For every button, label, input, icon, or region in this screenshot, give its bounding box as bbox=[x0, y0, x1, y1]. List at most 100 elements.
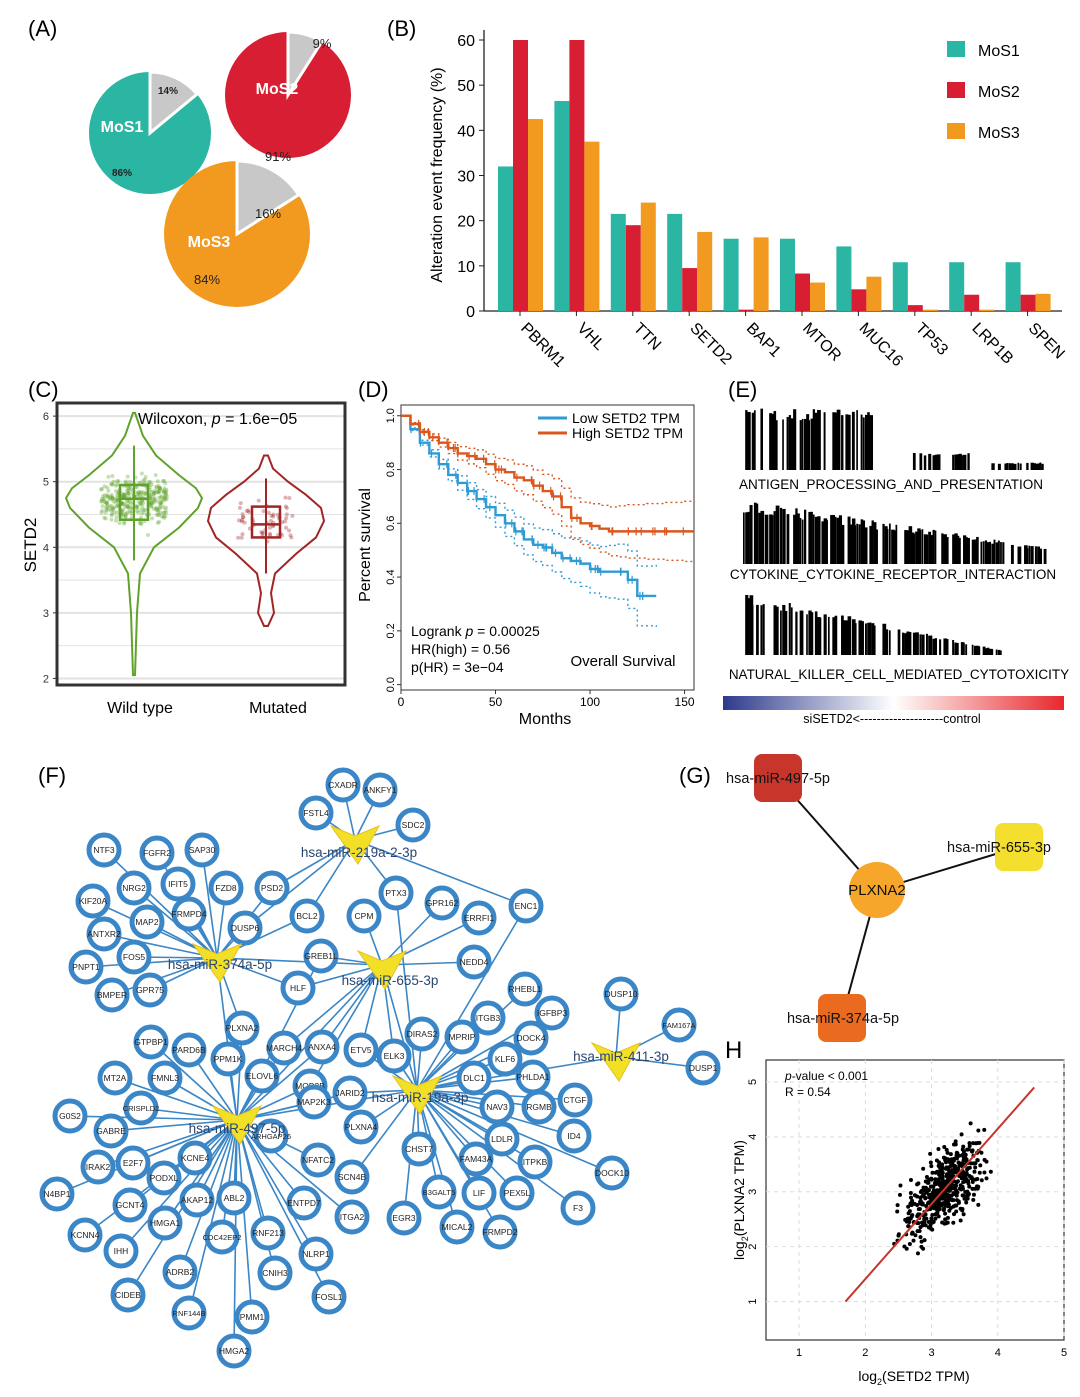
gene-node bbox=[479, 1089, 515, 1125]
data-point bbox=[161, 489, 166, 494]
data-point bbox=[135, 508, 140, 513]
data-point bbox=[104, 508, 109, 513]
gene-node bbox=[52, 1098, 88, 1134]
data-point bbox=[99, 499, 104, 504]
data-point bbox=[117, 521, 122, 526]
gene-node bbox=[68, 949, 104, 985]
gsea-hit-bar bbox=[747, 411, 751, 470]
data-point bbox=[958, 1206, 963, 1211]
gsea-hit-bar bbox=[825, 520, 828, 564]
panel-label-b: (B) bbox=[387, 16, 416, 41]
data-point bbox=[973, 1141, 978, 1146]
gene-label: HLF bbox=[290, 983, 306, 993]
gene-label: DIRAS2 bbox=[407, 1029, 438, 1039]
data-point bbox=[123, 515, 128, 520]
data-point bbox=[115, 479, 120, 484]
data-point bbox=[110, 496, 115, 501]
data-point bbox=[109, 512, 114, 517]
data-point bbox=[926, 1225, 931, 1230]
gene-node bbox=[346, 898, 382, 934]
data-point bbox=[108, 494, 113, 499]
data-point bbox=[961, 1149, 966, 1154]
mirna-hub-node bbox=[590, 1041, 642, 1082]
x-tick-label: 1 bbox=[796, 1347, 802, 1359]
gsea-hit-bar bbox=[1013, 463, 1017, 470]
data-point bbox=[127, 479, 132, 484]
mirna-hub-node bbox=[211, 1104, 263, 1145]
data-point bbox=[961, 1154, 966, 1159]
gene-label: ITGB3 bbox=[476, 1013, 501, 1023]
data-point bbox=[283, 504, 288, 509]
data-point bbox=[907, 1209, 912, 1214]
plxna2-network: hsa-miR-497-5p hsa-miR-655-3p hsa-miR-374a… bbox=[726, 754, 1051, 1042]
gene-node bbox=[334, 1159, 370, 1195]
data-point bbox=[954, 1188, 959, 1193]
data-point bbox=[954, 1209, 959, 1214]
gsea-hit-bar bbox=[869, 415, 874, 470]
data-point bbox=[104, 505, 109, 510]
gene-node bbox=[334, 1199, 370, 1235]
gsea-hit-bar bbox=[982, 646, 986, 655]
gene-node bbox=[521, 1089, 557, 1125]
gsea-hit-bar bbox=[747, 511, 750, 564]
data-point bbox=[953, 1170, 958, 1175]
data-point bbox=[916, 1221, 921, 1226]
data-point bbox=[917, 1207, 922, 1212]
gsea-hit-bar bbox=[823, 518, 828, 564]
gene-node bbox=[517, 1144, 553, 1180]
gene-node bbox=[461, 1175, 497, 1211]
data-point bbox=[935, 1169, 940, 1174]
axis-title-part: (SETD2 TPM) bbox=[882, 1368, 970, 1384]
data-point bbox=[963, 1159, 968, 1164]
gsea-hit-bar bbox=[1000, 650, 1002, 655]
data-point bbox=[101, 497, 106, 502]
data-point bbox=[156, 483, 161, 488]
data-point bbox=[159, 494, 164, 499]
gsea-hit-bar bbox=[934, 530, 937, 564]
gsea-hit-bar bbox=[797, 513, 800, 564]
gene-node bbox=[224, 1010, 260, 1046]
gene-node bbox=[257, 1255, 293, 1291]
data-point bbox=[147, 479, 152, 484]
data-point bbox=[112, 505, 117, 510]
data-point bbox=[125, 474, 130, 479]
gsea-hit-bar bbox=[832, 617, 836, 655]
data-point bbox=[102, 484, 107, 489]
gene-label: ELOVL6 bbox=[246, 1071, 278, 1081]
y-tick-label: 5 bbox=[747, 1079, 759, 1085]
data-point bbox=[963, 1189, 968, 1194]
gene-label: FOSL1 bbox=[316, 1292, 343, 1302]
gsea-hit-bar bbox=[745, 594, 749, 655]
bar-mos1-mtor bbox=[780, 238, 795, 311]
hr-stat: HR(high) = 0.56 bbox=[411, 641, 510, 657]
gsea-hit-bar bbox=[845, 414, 849, 470]
gsea-hit-bar bbox=[856, 410, 858, 470]
data-point bbox=[974, 1184, 979, 1189]
gsea-hit-bar bbox=[814, 412, 819, 470]
data-point bbox=[958, 1183, 963, 1188]
gene-label: ADRB2 bbox=[166, 1267, 195, 1277]
data-point bbox=[114, 504, 119, 509]
data-point bbox=[149, 482, 154, 487]
gsea-hit-bar bbox=[751, 604, 754, 655]
data-point bbox=[125, 510, 130, 515]
gsea-hit-bar bbox=[801, 519, 804, 564]
data-point bbox=[140, 499, 145, 504]
gsea-hit-bar bbox=[1017, 546, 1022, 564]
gene-label: G0S2 bbox=[59, 1111, 81, 1121]
data-point bbox=[125, 500, 130, 505]
y-tick-label: 3 bbox=[43, 608, 49, 620]
data-point bbox=[244, 509, 249, 514]
data-point bbox=[156, 490, 161, 495]
plot-title: Overall Survival bbox=[570, 653, 675, 670]
data-point bbox=[155, 490, 160, 495]
data-point bbox=[137, 520, 142, 525]
data-point bbox=[984, 1176, 989, 1181]
gsea-hit-bar bbox=[788, 415, 792, 470]
data-point bbox=[125, 504, 130, 509]
data-point bbox=[925, 1180, 930, 1185]
gsea-hit-bar bbox=[786, 514, 790, 564]
mirna-hub-node bbox=[391, 1074, 443, 1115]
